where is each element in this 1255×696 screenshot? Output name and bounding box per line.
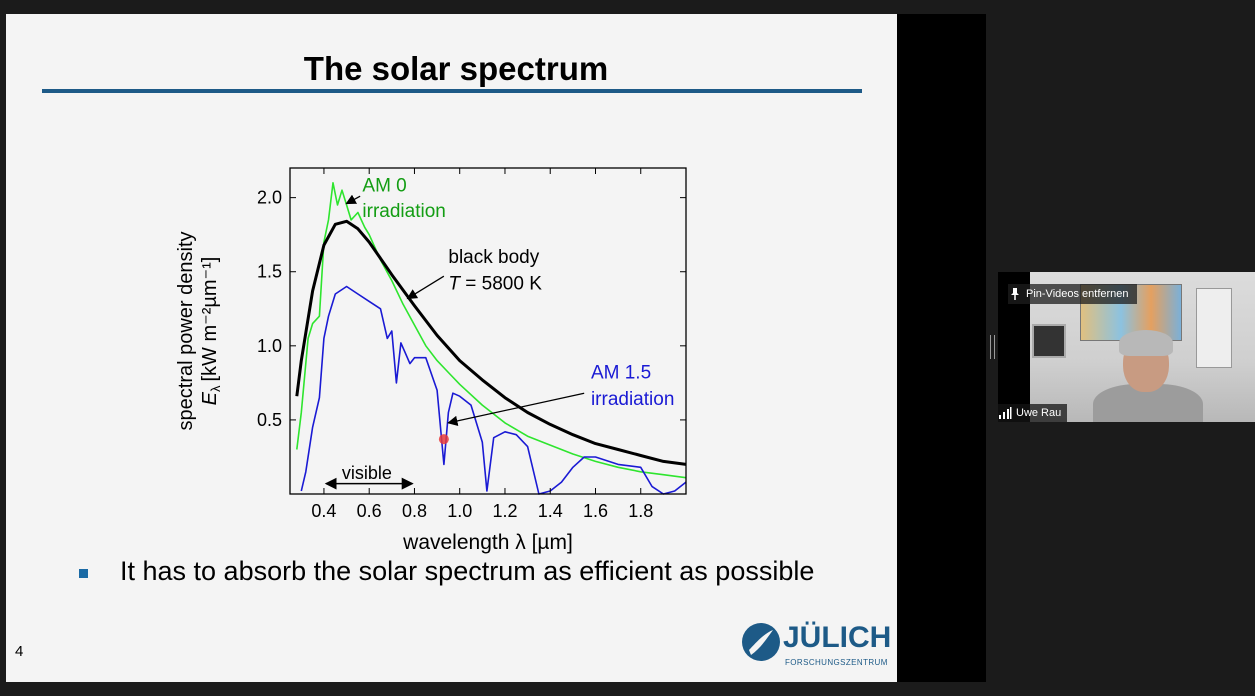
- video-gutter: [897, 14, 986, 682]
- background-sketch: [1196, 288, 1232, 368]
- x-tick-label: 1.2: [492, 501, 517, 521]
- plot-frame: [289, 167, 687, 495]
- am0-label-irradiation: irradiation: [362, 201, 445, 222]
- series-line-am15: [300, 285, 687, 495]
- slide-title: The solar spectrum: [303, 50, 609, 87]
- presentation-slide: The solar spectrum 0.4 0.6 0.8 1.0 1.2 1.4 1.6…: [6, 14, 897, 682]
- background-picture-frame: [1032, 324, 1066, 358]
- x-tick-label: 0.6: [357, 501, 382, 521]
- y-tick-label: 2.0: [257, 188, 282, 208]
- x-tick-label: 1.0: [447, 501, 472, 521]
- am0-arrow: [345, 194, 361, 205]
- am15-label-irradiation: irradiation: [591, 389, 674, 410]
- bullet-text: It has to absorb the solar spectrum as e…: [120, 556, 815, 586]
- series-line-am0: [296, 181, 687, 479]
- x-tick-label: 1.4: [538, 501, 563, 521]
- participant-name-bar: Uwe Rau: [998, 404, 1068, 422]
- y-axis-label-line2: Eλ [kW m⁻²µm⁻¹]: [199, 257, 223, 406]
- slide-number: 4: [15, 643, 24, 660]
- y-tick-label: 1.5: [257, 262, 282, 282]
- participant-video-feed: [1030, 272, 1255, 422]
- am0-label: AM 0: [362, 176, 406, 197]
- title-divider: [42, 89, 862, 93]
- am15-label: AM 1.5: [591, 362, 651, 383]
- laser-pointer-dot: [438, 434, 449, 445]
- chart-series-group: [295, 181, 687, 495]
- blackbody-temperature: T = 5800 K: [448, 274, 542, 295]
- participant-video-tile[interactable]: Pin-Videos entfernen Uwe Rau: [998, 272, 1255, 422]
- panel-resize-handle[interactable]: [990, 335, 995, 359]
- x-tick-label: 0.4: [311, 501, 336, 521]
- pin-icon: [1011, 288, 1019, 300]
- y-axis-symbol: E: [199, 391, 221, 405]
- participant-hair: [1119, 330, 1173, 356]
- blackbody-arrow: [406, 275, 445, 300]
- x-tick-label: 1.6: [583, 501, 608, 521]
- unpin-videos-label: Pin-Videos entfernen: [1026, 288, 1129, 300]
- juelich-logo-icon: [742, 623, 780, 661]
- y-axis-label-line1: spectral power density: [175, 232, 197, 431]
- visible-label: visible: [342, 463, 392, 483]
- x-axis-label: wavelength λ [µm]: [402, 531, 573, 554]
- am15-arrow: [447, 392, 585, 427]
- y-axis-subscript: λ: [208, 385, 223, 392]
- blackbody-label: black body: [448, 247, 539, 268]
- series-line-blackbody: [295, 219, 687, 466]
- logo-name: JÜLICH: [783, 621, 892, 654]
- x-tick-label: 0.8: [402, 501, 427, 521]
- unpin-videos-button[interactable]: Pin-Videos entfernen: [1008, 284, 1137, 304]
- blackbody-t-symbol: T: [448, 274, 461, 295]
- y-tick-label: 0.5: [257, 410, 282, 430]
- chart-ticks: 0.4 0.6 0.8 1.0 1.2 1.4 1.6 1.8 0.5 1.0 1.5 2.0: [257, 168, 686, 521]
- y-axis-unit: [kW m⁻²µm⁻¹]: [199, 257, 221, 382]
- logo-subtitle: FORSCHUNGSZENTRUM: [785, 658, 888, 667]
- blackbody-t-value: = 5800 K: [460, 274, 542, 295]
- signal-strength-icon: [999, 407, 1012, 419]
- y-tick-label: 1.0: [257, 336, 282, 356]
- x-tick-label: 1.8: [628, 501, 653, 521]
- participant-name: Uwe Rau: [1016, 407, 1062, 419]
- juelich-logo: JÜLICH FORSCHUNGSZENTRUM: [741, 618, 891, 676]
- bullet-marker: [79, 569, 88, 578]
- solar-spectrum-chart: 0.4 0.6 0.8 1.0 1.2 1.4 1.6 1.8 0.5 1.0 1.5 2.0 wav…: [175, 167, 687, 554]
